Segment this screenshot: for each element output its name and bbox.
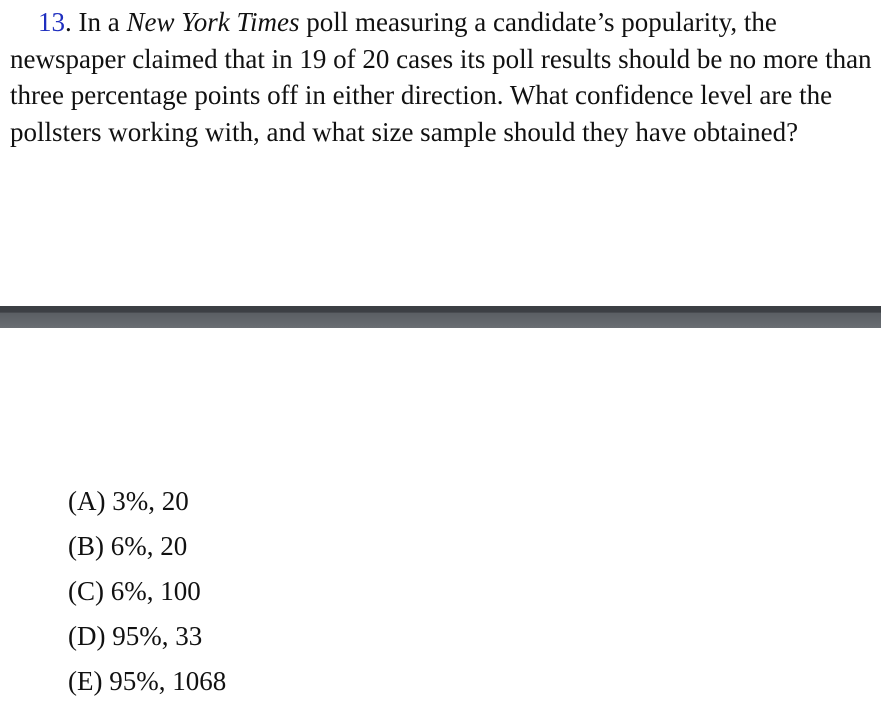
choice-b[interactable]: (B) 6%, 20 bbox=[68, 531, 188, 561]
choice-a[interactable]: (A) 3%, 20 bbox=[68, 486, 189, 516]
publication-name: New York Times bbox=[126, 7, 300, 37]
question-text: 13. In a New York Times poll measuring a… bbox=[10, 4, 878, 150]
choice-e[interactable]: (E) 95%, 1068 bbox=[68, 666, 227, 696]
choice-c[interactable]: (C) 6%, 100 bbox=[68, 576, 201, 606]
answer-choices: (A) 3%, 20 (B) 6%, 20 (C) 6%, 100 (D) 95… bbox=[68, 479, 226, 704]
choice-d[interactable]: (D) 95%, 33 bbox=[68, 621, 203, 651]
question-text-body: poll measuring a candidate’s popularity,… bbox=[10, 7, 872, 147]
question-text-lead: . In a bbox=[65, 7, 127, 37]
section-divider-bar bbox=[0, 306, 881, 328]
question-number: 13 bbox=[38, 7, 65, 37]
